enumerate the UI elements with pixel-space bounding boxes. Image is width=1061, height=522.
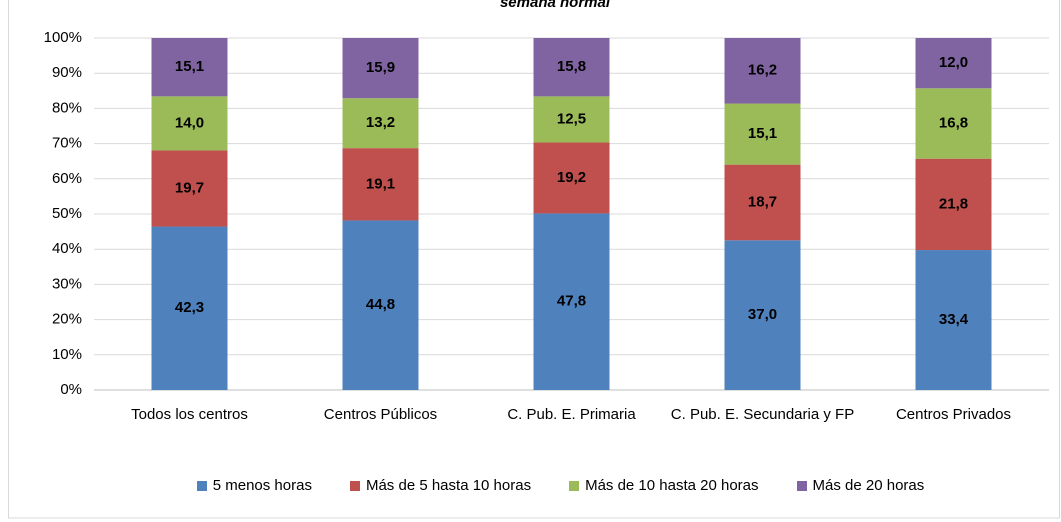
y-tick-label: 0% bbox=[60, 381, 82, 398]
legend-swatch bbox=[196, 480, 207, 491]
bar-segment bbox=[915, 88, 992, 159]
data-label: 12,5 bbox=[557, 110, 586, 127]
y-tick-label: 40% bbox=[52, 240, 82, 257]
data-label: 33,4 bbox=[939, 311, 969, 328]
bar-segment bbox=[533, 96, 610, 143]
bar-segment bbox=[151, 96, 228, 151]
y-tick-label: 70% bbox=[52, 135, 82, 152]
bar-segment bbox=[151, 226, 228, 390]
legend-item: Más de 10 hasta 20 horas bbox=[569, 477, 759, 494]
chart-border bbox=[8, 0, 1060, 519]
y-tick-label: 10% bbox=[52, 346, 82, 363]
y-tick-label: 60% bbox=[52, 170, 82, 187]
bar-segment bbox=[533, 213, 610, 390]
legend-label: Más de 10 hasta 20 horas bbox=[585, 477, 759, 494]
legend: 5 menos horas Más de 5 hasta 10 horas Más … bbox=[60, 477, 1061, 494]
bar-segment bbox=[915, 250, 992, 390]
y-tick-label: 50% bbox=[52, 205, 82, 222]
legend-item: Más de 20 horas bbox=[796, 477, 925, 494]
y-tick-label: 100% bbox=[44, 29, 82, 46]
x-tick-label: Todos los centros bbox=[131, 406, 248, 423]
y-tick-label: 90% bbox=[52, 64, 82, 81]
data-label: 21,8 bbox=[939, 195, 968, 212]
bar-segment bbox=[915, 38, 992, 89]
y-tick-label: 30% bbox=[52, 275, 82, 292]
bar-segment bbox=[151, 150, 228, 227]
data-label: 19,1 bbox=[366, 175, 395, 192]
legend-label: Más de 5 hasta 10 horas bbox=[365, 477, 532, 494]
bar-segment bbox=[724, 240, 801, 390]
bar-segment bbox=[533, 142, 610, 214]
data-label: 42,3 bbox=[175, 299, 204, 316]
x-tick-label: Centros Privados bbox=[895, 406, 1012, 423]
data-label: 37,0 bbox=[748, 306, 777, 323]
data-label: 47,8 bbox=[557, 293, 586, 310]
data-label: 19,2 bbox=[557, 169, 586, 186]
bar-segment bbox=[342, 98, 419, 149]
legend-label: 5 menos horas bbox=[212, 477, 312, 494]
bar-segment bbox=[533, 38, 610, 97]
legend-swatch bbox=[349, 480, 360, 491]
legend-item: Más de 5 hasta 10 horas bbox=[349, 477, 532, 494]
bar-segment bbox=[724, 164, 801, 241]
chart-title: semana normal bbox=[500, 0, 611, 11]
y-tick-label: 20% bbox=[52, 311, 82, 328]
x-tick-label: Centros Públicos bbox=[323, 406, 438, 423]
legend-swatch bbox=[569, 480, 580, 491]
data-label: 12,0 bbox=[939, 54, 968, 71]
data-label: 15,8 bbox=[557, 58, 586, 75]
data-label: 15,1 bbox=[748, 125, 777, 142]
legend-label: Más de 20 horas bbox=[812, 477, 925, 494]
y-tick-label: 80% bbox=[52, 99, 82, 116]
x-tick-label: C. Pub. E. Secundaria y FP bbox=[670, 406, 855, 423]
data-label: 15,9 bbox=[366, 59, 395, 76]
bar-segment bbox=[342, 148, 419, 221]
bar-segment bbox=[151, 38, 228, 97]
data-label: 13,2 bbox=[366, 114, 395, 131]
data-label: 44,8 bbox=[366, 296, 395, 313]
data-label: 14,0 bbox=[175, 114, 204, 131]
data-label: 19,7 bbox=[175, 179, 204, 196]
x-tick-label: C. Pub. E. Primaria bbox=[507, 406, 636, 423]
bar-segment bbox=[724, 103, 801, 165]
data-label: 18,7 bbox=[748, 193, 777, 210]
bar-segment bbox=[342, 220, 419, 390]
data-label: 16,2 bbox=[748, 62, 777, 79]
bar-segment bbox=[724, 38, 801, 104]
legend-swatch bbox=[796, 480, 807, 491]
data-label: 16,8 bbox=[939, 114, 968, 131]
bar-segment bbox=[342, 38, 419, 99]
data-label: 15,1 bbox=[175, 58, 204, 75]
bar-segment bbox=[915, 158, 992, 251]
legend-item: 5 menos horas bbox=[196, 477, 312, 494]
